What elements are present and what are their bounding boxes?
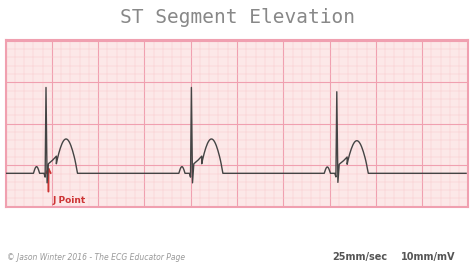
Text: © Jason Winter 2016 - The ECG Educator Page: © Jason Winter 2016 - The ECG Educator P… bbox=[7, 253, 185, 262]
Text: J Point: J Point bbox=[53, 196, 86, 205]
Text: ST Segment Elevation: ST Segment Elevation bbox=[119, 8, 355, 27]
Text: 10mm/mV: 10mm/mV bbox=[401, 252, 455, 262]
Text: 25mm/sec: 25mm/sec bbox=[332, 252, 387, 262]
